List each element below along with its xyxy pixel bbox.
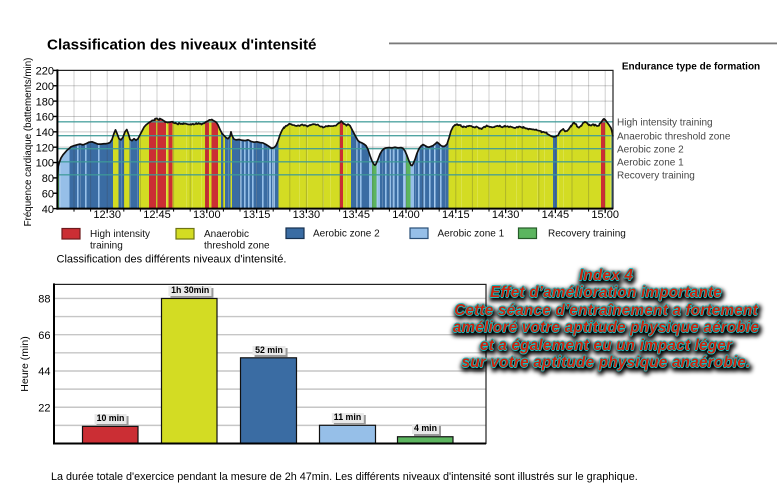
svg-text:22: 22 xyxy=(38,402,50,414)
svg-text:220: 220 xyxy=(36,66,54,78)
svg-text:training: training xyxy=(90,241,123,252)
svg-text:Aerobic zone 1: Aerobic zone 1 xyxy=(617,157,684,168)
svg-text:13:15: 13:15 xyxy=(243,209,271,221)
svg-text:120: 120 xyxy=(36,142,54,154)
svg-text:14:00: 14:00 xyxy=(392,209,420,221)
svg-text:140: 140 xyxy=(36,127,54,139)
svg-text:Endurance type de formation: Endurance type de formation xyxy=(622,62,760,73)
svg-text:Anaerobic threshold zone: Anaerobic threshold zone xyxy=(617,131,731,142)
svg-text:La durée totale d'exercice pen: La durée totale d'exercice pendant la me… xyxy=(51,471,638,483)
svg-text:Aerobic zone 2: Aerobic zone 2 xyxy=(313,229,380,240)
svg-text:High intensity: High intensity xyxy=(90,229,150,240)
svg-text:88: 88 xyxy=(38,294,50,306)
svg-text:14:30: 14:30 xyxy=(492,209,520,221)
svg-text:Fréquence cardiaque (battement: Fréquence cardiaque (battements/min) xyxy=(23,58,34,227)
svg-text:Heure (min): Heure (min) xyxy=(19,336,31,391)
svg-text:12:30: 12:30 xyxy=(93,209,121,221)
svg-text:180: 180 xyxy=(36,96,54,108)
svg-text:High intensity training: High intensity training xyxy=(617,117,713,128)
svg-text:threshold zone: threshold zone xyxy=(204,241,270,252)
svg-text:13:45: 13:45 xyxy=(342,209,370,221)
svg-text:12:45: 12:45 xyxy=(143,209,171,221)
svg-text:15:00: 15:00 xyxy=(591,209,619,221)
svg-text:Recovery training: Recovery training xyxy=(617,170,695,181)
svg-text:60: 60 xyxy=(42,188,54,200)
svg-text:40: 40 xyxy=(42,204,54,216)
svg-text:Recovery training: Recovery training xyxy=(548,229,626,240)
svg-text:13:00: 13:00 xyxy=(193,209,221,221)
svg-text:44: 44 xyxy=(38,366,50,378)
svg-text:80: 80 xyxy=(42,173,54,185)
svg-text:66: 66 xyxy=(38,330,50,342)
svg-text:Anaerobic: Anaerobic xyxy=(204,229,249,240)
svg-text:14:45: 14:45 xyxy=(542,209,570,221)
svg-text:13:30: 13:30 xyxy=(293,209,321,221)
svg-text:Classification des différents: Classification des différents niveaux d'… xyxy=(57,254,287,266)
svg-text:Classification des niveaux d'i: Classification des niveaux d'intensité xyxy=(47,37,316,54)
svg-text:100: 100 xyxy=(36,158,54,170)
svg-text:Aerobic zone 2: Aerobic zone 2 xyxy=(617,144,684,155)
svg-text:14:15: 14:15 xyxy=(442,209,470,221)
svg-text:160: 160 xyxy=(36,112,54,124)
svg-text:200: 200 xyxy=(36,81,54,93)
svg-text:Aerobic zone 1: Aerobic zone 1 xyxy=(438,229,505,240)
